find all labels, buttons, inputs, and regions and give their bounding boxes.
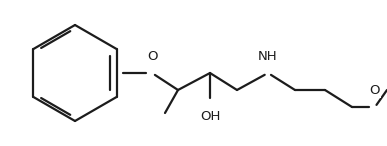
Text: OH: OH xyxy=(200,110,220,123)
Text: O: O xyxy=(370,84,380,97)
Text: O: O xyxy=(147,50,157,63)
Text: NH: NH xyxy=(258,50,278,63)
